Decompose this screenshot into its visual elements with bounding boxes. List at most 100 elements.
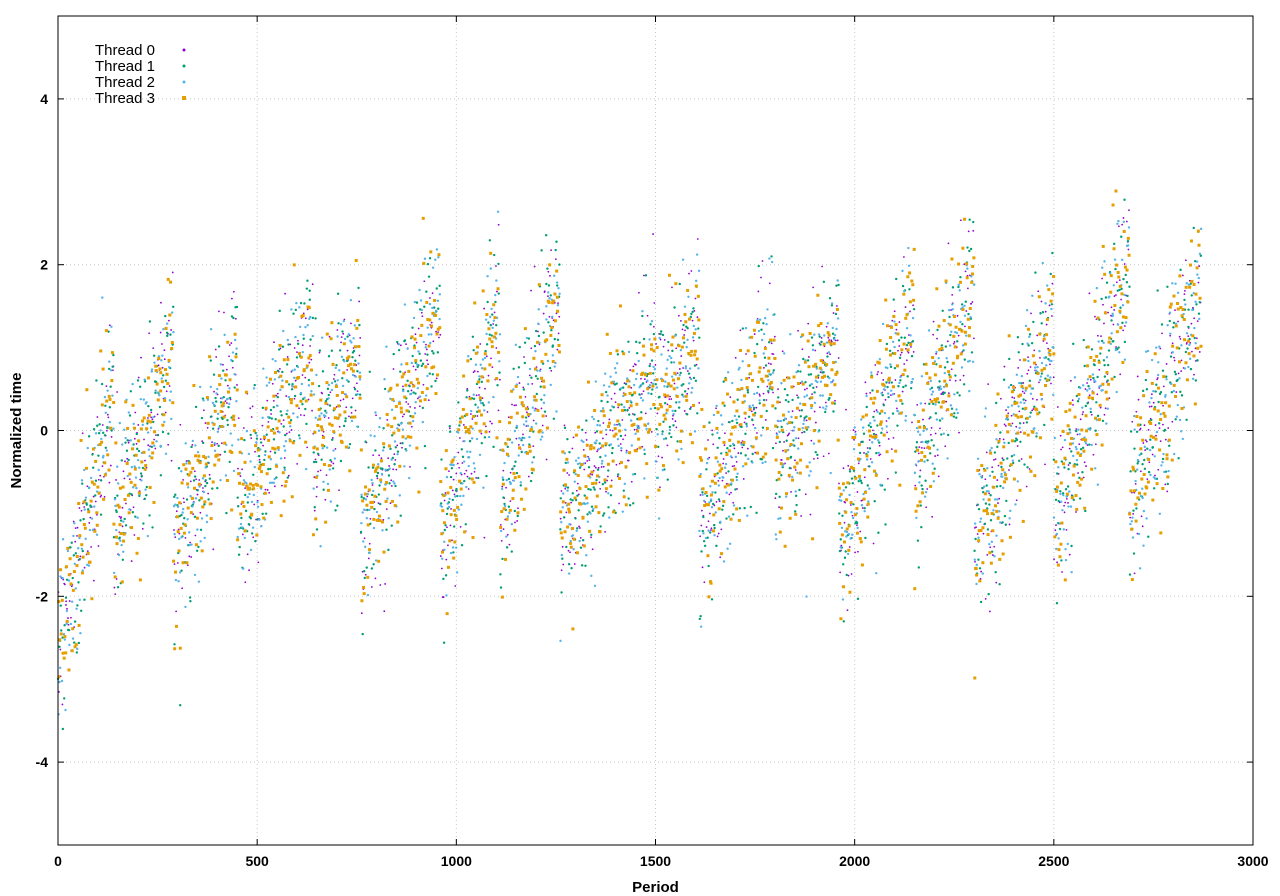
data-point [654, 460, 657, 463]
data-point [214, 400, 218, 403]
data-point [688, 382, 691, 385]
data-point [910, 346, 912, 348]
data-point [567, 510, 571, 514]
data-point [82, 500, 86, 504]
data-point [709, 531, 712, 534]
data-point [739, 452, 743, 455]
data-point [531, 461, 534, 464]
data-point [555, 295, 559, 299]
data-point [501, 478, 505, 481]
data-point [587, 474, 591, 478]
data-point [370, 500, 374, 504]
data-point [403, 339, 407, 342]
data-point [416, 363, 419, 366]
data-point [194, 534, 197, 537]
data-point [804, 381, 807, 384]
data-point [899, 375, 902, 379]
data-point [843, 521, 846, 524]
data-point [480, 432, 483, 435]
data-point [358, 323, 361, 327]
data-point [942, 432, 945, 435]
data-point [522, 388, 526, 391]
data-point [453, 493, 456, 496]
data-point [1140, 452, 1143, 455]
data-point [425, 348, 428, 351]
data-point [767, 341, 771, 344]
data-point [472, 371, 475, 374]
data-point [351, 373, 355, 377]
data-point [162, 385, 166, 389]
data-point [593, 441, 597, 444]
data-point [329, 337, 333, 341]
data-point [876, 424, 879, 427]
data-point [479, 413, 483, 417]
data-point [321, 435, 325, 439]
data-point [893, 320, 896, 323]
data-point [1179, 390, 1182, 394]
data-point [131, 382, 134, 386]
data-point [497, 409, 500, 412]
data-point [584, 502, 587, 506]
data-point [534, 329, 538, 333]
data-point [189, 494, 192, 498]
data-point [864, 381, 867, 384]
data-point [951, 308, 954, 311]
data-point [366, 593, 370, 597]
data-point [1140, 515, 1143, 518]
data-point [1171, 282, 1174, 285]
data-point [667, 384, 670, 388]
data-point [249, 517, 253, 520]
data-point [988, 492, 991, 495]
data-point [326, 387, 330, 391]
data-point [887, 392, 890, 395]
data-point [918, 446, 921, 449]
data-point [64, 651, 68, 655]
data-point [1156, 378, 1158, 381]
data-point [643, 477, 646, 480]
data-point [78, 558, 81, 561]
data-point [265, 433, 268, 436]
data-point [683, 334, 686, 336]
data-point [304, 407, 307, 411]
data-point [1147, 535, 1150, 538]
data-point [386, 497, 389, 500]
data-point [494, 331, 498, 335]
data-point [163, 420, 166, 424]
data-point [569, 551, 571, 554]
data-point [469, 425, 473, 429]
data-point [865, 394, 868, 398]
data-point [574, 433, 578, 437]
data-point [449, 513, 453, 517]
data-point [1003, 471, 1007, 474]
data-point [269, 408, 273, 412]
data-point [489, 251, 493, 255]
data-point [786, 393, 789, 397]
data-point [689, 377, 693, 381]
data-point [988, 503, 991, 506]
data-point [713, 534, 716, 537]
data-point [1194, 259, 1197, 263]
data-point [658, 395, 661, 399]
data-point [616, 475, 619, 478]
data-point [180, 481, 184, 485]
data-point [891, 319, 894, 322]
data-point [622, 438, 624, 441]
series-thread-3 [57, 189, 1203, 680]
data-point [169, 390, 173, 393]
data-point [1174, 309, 1176, 312]
data-point [298, 453, 302, 457]
data-point [828, 396, 831, 400]
data-point [211, 427, 215, 430]
data-point [333, 407, 337, 411]
data-point [739, 329, 742, 332]
data-point [457, 428, 461, 432]
data-point [189, 599, 192, 603]
data-point [115, 510, 118, 514]
data-point [424, 365, 428, 369]
data-point [681, 393, 684, 396]
data-point [716, 431, 719, 435]
data-point [1124, 321, 1128, 324]
data-point [565, 545, 568, 549]
data-point [174, 578, 178, 582]
data-point [315, 495, 318, 498]
